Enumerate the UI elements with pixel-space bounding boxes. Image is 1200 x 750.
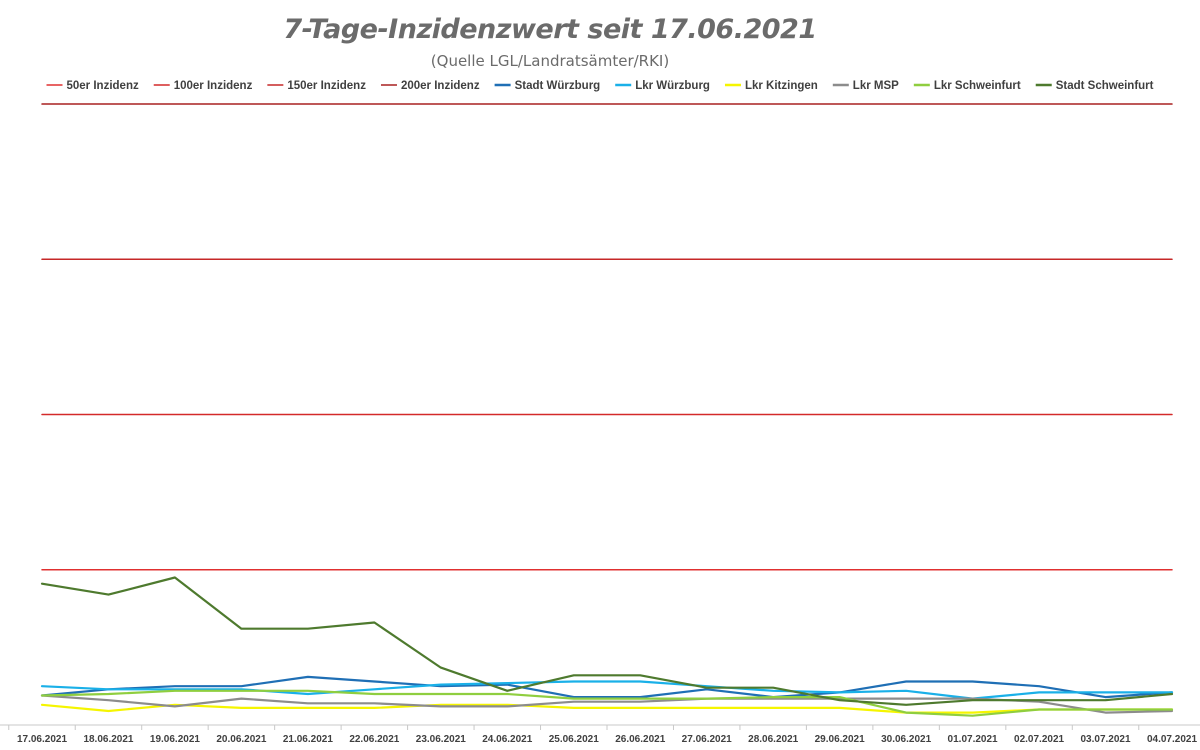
- x-tick-label: 03.07.2021: [1080, 734, 1130, 745]
- x-tick-label: 22.06.2021: [349, 734, 399, 745]
- x-tick-label: 25.06.2021: [549, 734, 599, 745]
- x-tick-label: 02.07.2021: [1014, 734, 1064, 745]
- legend-item-lkr-wuerzburg: Lkr Würzburg: [615, 80, 710, 92]
- x-tick-label: 24.06.2021: [482, 734, 532, 745]
- legend: 50er Inzidenz 100er Inzidenz 150er Inziden…: [46, 80, 1154, 92]
- x-tick-label: 28.06.2021: [748, 734, 798, 745]
- legend-item-100er-inzidenz: 100er Inzidenz: [153, 80, 253, 92]
- x-tick-label: 18.06.2021: [83, 734, 133, 745]
- legend-item-150er-inzidenz: 150er Inzidenz: [267, 80, 366, 92]
- legend-label: Stadt Schweinfurt: [1056, 80, 1154, 92]
- x-tick-label: 30.06.2021: [881, 734, 931, 745]
- legend-label: Lkr Würzburg: [635, 80, 710, 92]
- legend-item-50er-inzidenz: 50er Inzidenz: [46, 80, 139, 92]
- legend-label: 100er Inzidenz: [174, 80, 253, 92]
- legend-label: Lkr MSP: [853, 80, 899, 92]
- chart-title: 7-Tage-Inzidenzwert seit 17.06.2021: [283, 14, 817, 45]
- x-tick-label: 26.06.2021: [615, 734, 665, 745]
- series-line-stadt-wuerzburg: [40, 675, 1174, 699]
- legend-label: 200er Inzidenz: [401, 80, 480, 92]
- series-layer: [40, 103, 1174, 717]
- legend-item-lkr-msp: Lkr MSP: [832, 80, 899, 92]
- series-line-lkr-schweinfurt: [40, 689, 1174, 717]
- x-axis: 17.06.2021 18.06.2021 19.06.2021 20.06.2021…: [0, 724, 1200, 745]
- x-tick-label: 17.06.2021: [17, 734, 67, 745]
- x-tick-label: 01.07.2021: [948, 734, 998, 745]
- legend-label: 150er Inzidenz: [287, 80, 366, 92]
- series-line-stadt-schweinfurt: [40, 576, 1174, 706]
- legend-item-200er-inzidenz: 200er Inzidenz: [380, 80, 480, 92]
- x-tick-label: 20.06.2021: [216, 734, 266, 745]
- series-line-lkr-wuerzburg: [40, 680, 1174, 700]
- legend-item-lkr-schweinfurt: Lkr Schweinfurt: [913, 80, 1021, 92]
- legend-label: Lkr Schweinfurt: [934, 80, 1021, 92]
- x-tick-label: 04.07.2021: [1147, 734, 1197, 745]
- legend-item-lkr-kitzingen: Lkr Kitzingen: [724, 80, 818, 92]
- series-line-lkr-kitzingen: [40, 703, 1174, 714]
- x-tick-label: 29.06.2021: [815, 734, 865, 745]
- x-tick-label: 19.06.2021: [150, 734, 200, 745]
- x-tick-label: 21.06.2021: [283, 734, 333, 745]
- legend-label: 50er Inzidenz: [67, 80, 139, 92]
- x-tick-label: 23.06.2021: [416, 734, 466, 745]
- legend-label: Lkr Kitzingen: [745, 80, 818, 92]
- legend-item-stadt-schweinfurt: Stadt Schweinfurt: [1035, 80, 1154, 92]
- legend-item-stadt-wuerzburg: Stadt Würzburg: [494, 80, 601, 92]
- x-tick-label: 27.06.2021: [682, 734, 732, 745]
- chart-subtitle: (Quelle LGL/Landratsämter/RKI): [430, 52, 670, 70]
- legend-label: Stadt Würzburg: [515, 80, 601, 92]
